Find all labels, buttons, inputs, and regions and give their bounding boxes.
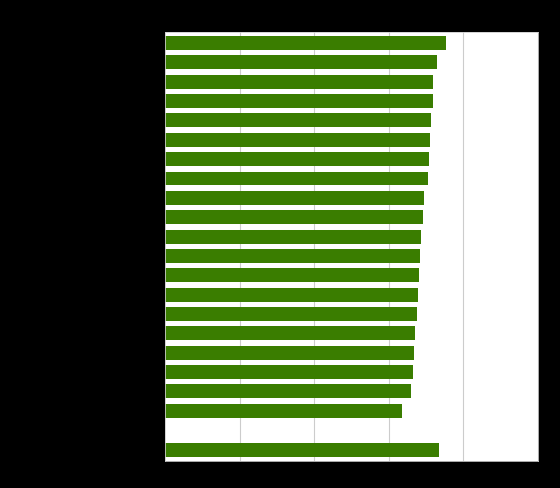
Bar — [165, 191, 424, 205]
Bar — [165, 36, 446, 50]
Bar — [165, 133, 430, 147]
Bar — [165, 94, 432, 108]
Bar — [165, 55, 437, 69]
Bar — [165, 152, 429, 166]
Bar — [165, 326, 416, 340]
Bar — [165, 75, 433, 89]
Bar — [165, 346, 414, 360]
Bar — [165, 229, 422, 244]
Bar — [165, 443, 439, 456]
Bar — [165, 249, 421, 263]
Bar — [165, 385, 411, 398]
Bar — [165, 365, 413, 379]
Bar — [165, 268, 419, 282]
Bar — [165, 307, 417, 321]
Bar — [165, 210, 423, 224]
Bar — [165, 171, 428, 185]
Bar — [165, 113, 431, 127]
Bar — [165, 404, 402, 418]
Bar — [165, 288, 418, 302]
